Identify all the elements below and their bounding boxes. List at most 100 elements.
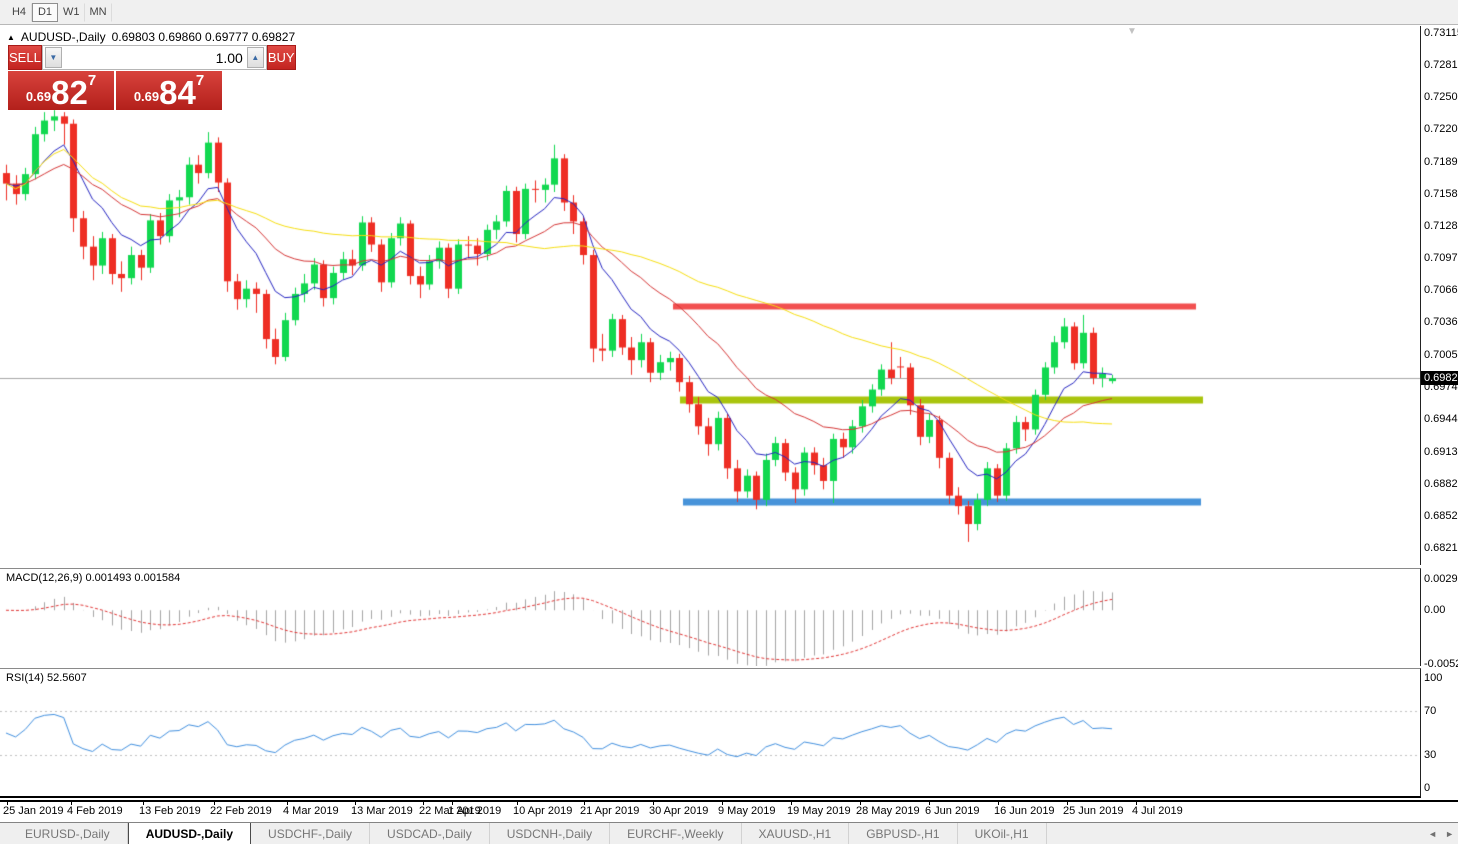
date-axis-label: 25 Jan 2019 [3,805,64,817]
chart-ohlc-values: 0.69803 0.69860 0.69777 0.69827 [111,30,296,44]
chart-tab-eurusd-daily[interactable]: EURUSD-,Daily [8,823,128,844]
date-axis[interactable]: 25 Jan 2019 4 Feb 2019 13 Feb 2019 22 Feb 2… [0,800,1458,820]
date-axis-label: 10 Apr 2019 [513,805,573,817]
buy-price-display[interactable]: 0.69 84 7 [116,71,222,110]
macd-axis-tick: 0.00 [1424,604,1446,617]
price-axis-tick: 0.73115 [1424,26,1458,39]
macd-canvas[interactable] [0,569,1420,666]
date-axis-label: 4 Jul 2019 [1132,805,1183,817]
date-axis-tick [214,802,215,805]
rsi-axis-tick: 0 [1424,782,1431,795]
chart-shift-marker-icon[interactable]: ▼ [1127,26,1137,37]
chart-tab-usdchf-daily[interactable]: USDCHF-,Daily [251,823,371,844]
macd-axis-tick: 0.002984 [1424,573,1458,586]
date-axis-label: 4 Feb 2019 [67,805,123,817]
macd-indicator-panel: MACD(12,26,9) 0.001493 0.001584 [0,568,1421,666]
date-axis-label: 9 May 2019 [718,805,776,817]
chart-tab-eurchf-weekly[interactable]: EURCHF-,Weekly [610,823,742,844]
date-axis-label: 28 May 2019 [856,805,920,817]
date-axis-tick [143,802,144,805]
date-axis-label: 13 Feb 2019 [139,805,201,817]
timeframe-button-h4[interactable]: H4 [6,2,32,22]
price-axis-tick: 0.69745 [1424,380,1458,393]
timeframe-button-mn[interactable]: MN [85,2,112,22]
date-axis-tick [722,802,723,805]
tab-scroll-right-icon[interactable]: ► [1445,829,1454,839]
sell-price-pip: 7 [87,72,97,89]
macd-axis-tick: -0.00525 [1424,658,1458,671]
date-axis-label: 25 Jun 2019 [1063,805,1124,817]
chart-tab-ukoil-h1[interactable]: UKOil-,H1 [958,823,1047,844]
date-axis-tick [860,802,861,805]
date-axis-tick [791,802,792,805]
sell-button[interactable]: SELL [8,45,42,70]
date-axis-tick [452,802,453,805]
buy-price-main: 84 [159,73,196,111]
date-axis-tick [355,802,356,805]
sell-price-prefix: 0.69 [25,89,52,104]
date-axis-tick [584,802,585,805]
rsi-label: RSI(14) 52.5607 [6,672,87,684]
price-chart-canvas[interactable] [0,26,1420,565]
date-axis-label: 22 Mar 2019 [419,805,481,817]
date-axis-tick [653,802,654,805]
date-axis-tick [1067,802,1068,805]
date-axis-label: 19 May 2019 [787,805,851,817]
timeframe-button-w1[interactable]: W1 [58,2,85,22]
volume-decrease-button[interactable]: ▼ [44,47,62,68]
chart-tab-gbpusd-h1[interactable]: GBPUSD-,H1 [849,823,958,844]
price-axis-tick: 0.70665 [1424,284,1458,297]
sell-price-display[interactable]: 0.69 82 7 [8,71,114,110]
chart-tab-audusd-daily[interactable]: AUDUSD-,Daily [127,823,252,844]
chart-tab-xauusd-h1[interactable]: XAUUSD-,H1 [742,823,850,844]
chart-tab-usdcnh-daily[interactable]: USDCNH-,Daily [490,823,611,844]
volume-increase-button[interactable]: ▲ [246,47,264,68]
timeframe-button-d1[interactable]: D1 [32,2,58,22]
date-axis-label: 30 Apr 2019 [649,805,709,817]
date-axis-tick [287,802,288,805]
chart-tab-usdcad-daily[interactable]: USDCAD-,Daily [370,823,490,844]
sell-price-main: 82 [51,73,88,111]
volume-input[interactable] [61,47,247,68]
chart-tab-bar: EURUSD-,Daily AUDUSD-,Daily USDCHF-,Daily U… [0,822,1458,844]
tab-scroll-left-icon[interactable]: ◄ [1428,829,1438,839]
date-axis-tick [423,802,424,805]
rsi-canvas[interactable] [0,669,1420,797]
date-axis-label: 22 Feb 2019 [210,805,272,817]
rsi-axis-tick: 100 [1424,671,1443,684]
buy-button[interactable]: BUY [266,45,296,70]
buy-price-prefix: 0.69 [133,89,160,104]
macd-label: MACD(12,26,9) 0.001493 0.001584 [6,572,181,584]
date-axis-label: 16 Jun 2019 [994,805,1055,817]
collapse-triangle-icon[interactable]: ▲ [7,32,15,42]
price-axis-tick: 0.68825 [1424,477,1458,490]
price-axis-tick: 0.72505 [1424,90,1458,103]
rsi-indicator-panel: RSI(14) 52.5607 [0,668,1421,798]
price-axis-tick: 0.71585 [1424,187,1458,200]
date-axis-tick [929,802,930,805]
date-axis-tick [998,802,999,805]
main-chart-panel: ▲ AUDUSD-,Daily 0.69803 0.69860 0.69777 … [0,26,1421,565]
rsi-axis-tick: 30 [1424,749,1437,762]
date-axis-label: 13 Mar 2019 [351,805,413,817]
timeframe-toolbar: H4 D1 W1 MN [0,0,1458,25]
chart-title: ▲ AUDUSD-,Daily 0.69803 0.69860 0.69777 … [7,30,295,44]
date-axis-label: 21 Apr 2019 [580,805,640,817]
rsi-axis-tick: 70 [1424,704,1437,717]
date-axis-tick [517,802,518,805]
current-price-tag: 0.69827 [1421,371,1458,386]
date-axis-tick [7,802,8,805]
date-axis-label: 4 Mar 2019 [283,805,339,817]
date-axis-label: 1 Apr 2019 [448,805,502,817]
